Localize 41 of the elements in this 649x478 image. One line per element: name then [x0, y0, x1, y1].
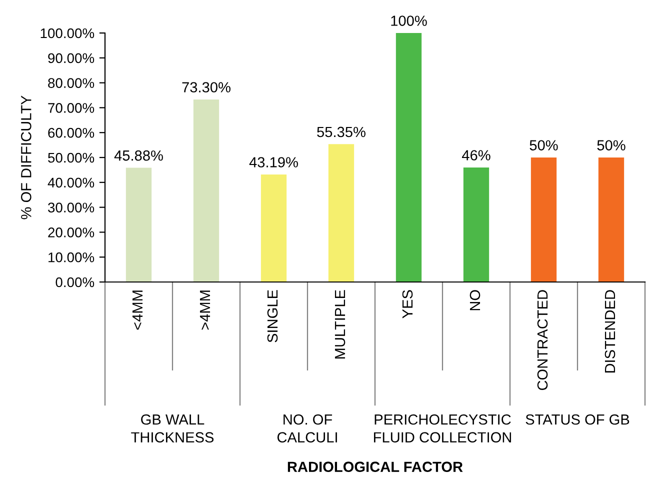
x-tick-label: MULTIPLE [334, 290, 346, 359]
text: STATUS OF GB [526, 414, 630, 425]
x-tick-label: NO [470, 290, 480, 310]
y-tick-label: 10.00% [48, 252, 94, 262]
y-tick-label: 20.00% [48, 228, 94, 238]
x-tick-label: CONTRACTED [537, 290, 548, 390]
y-tick-label: 60.00% [48, 128, 94, 138]
bar [126, 168, 152, 282]
y-tick-label: 40.00% [48, 178, 94, 188]
x-axis-title: RADIOLOGICAL FACTOR [288, 462, 463, 472]
text: PERICHOLECYSTIC FLUID COLLECTION [374, 414, 511, 443]
y-axis-title: % OF DIFFICULTY [20, 96, 32, 220]
data-label: 55.35% [317, 126, 366, 138]
data-label: 73.30% [182, 82, 230, 92]
data-label: 45.88% [114, 150, 163, 161]
y-tick-label: 50.00% [48, 152, 94, 163]
x-tick-label: SINGLE [267, 290, 278, 342]
y-tick-label: 90.00% [48, 53, 94, 64]
y-tick-label: 100.00% [40, 28, 94, 38]
y-tick-label: 30.00% [48, 202, 94, 212]
data-label: 50% [597, 140, 626, 150]
y-tick-label: 70.00% [48, 103, 94, 113]
x-tick-label: <4MM [132, 290, 143, 330]
data-label: 43.19% [249, 157, 298, 168]
bar [598, 158, 624, 282]
x-tick-label: YES [402, 290, 413, 318]
x-tick-label: >4MM [200, 290, 210, 330]
data-label: 50% [530, 140, 558, 150]
data-label: 100% [391, 16, 427, 26]
bar [530, 158, 557, 282]
y-tick-label: 0.00% [56, 277, 94, 288]
bar [193, 99, 220, 282]
x-tick-label: DISTENDED [604, 290, 616, 373]
text: NO. OF CALCULI [277, 414, 337, 443]
bar [396, 33, 422, 282]
y-tick-label: 80.00% [48, 78, 94, 88]
data-label: 46% [462, 150, 490, 160]
bar [328, 144, 354, 282]
bar [463, 167, 490, 282]
text: GB WALL THICKNESS [131, 414, 214, 443]
bar [260, 174, 287, 282]
